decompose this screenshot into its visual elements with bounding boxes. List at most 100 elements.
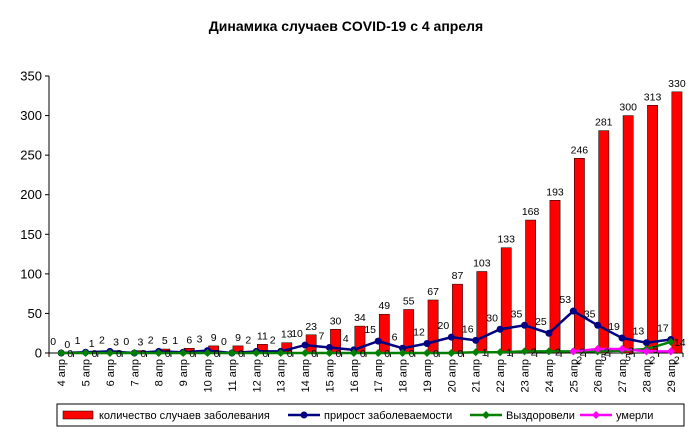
series-point bbox=[472, 336, 480, 344]
series-point bbox=[57, 349, 66, 357]
y-tick-label: 250 bbox=[20, 148, 42, 163]
bar-value-label: 13 bbox=[281, 329, 293, 341]
bar-value-label: 55 bbox=[403, 295, 415, 307]
point-value-label: 10 bbox=[291, 328, 303, 340]
legend-marker bbox=[482, 411, 490, 419]
point-value-label: 0 bbox=[384, 348, 390, 360]
bar bbox=[549, 200, 561, 354]
point-value-label: 0 bbox=[189, 348, 195, 360]
point-value-label: 2 bbox=[576, 354, 582, 366]
bar bbox=[647, 105, 658, 354]
point-value-label: 1 bbox=[172, 335, 178, 347]
series-point bbox=[594, 321, 602, 329]
point-value-label: 0 bbox=[50, 336, 56, 348]
point-value-label: 0 bbox=[92, 348, 98, 360]
point-value-label: 2 bbox=[604, 346, 610, 358]
bar-value-label: 23 bbox=[305, 321, 317, 333]
legend: количество случаев заболевания прирост за… bbox=[56, 403, 685, 427]
series-point bbox=[496, 348, 505, 357]
x-tick-label: 17 апр bbox=[373, 359, 385, 392]
bar-value-label: 5 bbox=[162, 335, 168, 347]
chart-title: Динамика случаев COVID-19 с 4 апреля bbox=[209, 18, 483, 34]
series-point bbox=[545, 329, 553, 337]
bar-value-label: 11 bbox=[257, 330, 268, 342]
bar bbox=[574, 158, 585, 354]
x-tick-label: 16 апр bbox=[349, 359, 361, 392]
point-value-label: 5 bbox=[601, 352, 607, 364]
series-point bbox=[471, 348, 480, 357]
series-point bbox=[521, 321, 528, 329]
series-point bbox=[666, 337, 675, 346]
series-point bbox=[423, 340, 431, 348]
bar-value-label: 9 bbox=[235, 332, 241, 344]
x-tick-label: 22 апр bbox=[495, 359, 507, 392]
y-tick-label: 0 bbox=[35, 346, 42, 361]
point-value-label: 6 bbox=[392, 331, 398, 343]
legend-swatch bbox=[62, 410, 94, 420]
series-point bbox=[105, 349, 114, 357]
point-value-label: 14 bbox=[674, 337, 686, 349]
series-line bbox=[61, 340, 672, 355]
series-point bbox=[179, 349, 188, 357]
x-tick-label: 7 апр bbox=[129, 359, 141, 386]
x-tick-label: 5 апр bbox=[81, 359, 93, 386]
point-value-label: 0 bbox=[336, 348, 342, 360]
bar-value-label: 133 bbox=[497, 234, 515, 246]
x-tick-label: 27 апр bbox=[617, 359, 629, 392]
point-value-label: 53 bbox=[559, 294, 571, 306]
point-value-label: 0 bbox=[140, 348, 146, 360]
bar-value-label: 1 bbox=[89, 338, 95, 350]
point-value-label: 0 bbox=[311, 348, 317, 360]
bar-value-label: 87 bbox=[452, 270, 464, 282]
x-tick-label: 25 апр bbox=[568, 359, 580, 392]
x-tick-label: 10 апр bbox=[203, 359, 215, 392]
point-value-label: 0 bbox=[287, 348, 293, 360]
bar bbox=[671, 91, 683, 354]
point-value-label: 1 bbox=[482, 347, 488, 359]
series-point bbox=[81, 349, 90, 357]
y-tick-label: 200 bbox=[20, 187, 42, 202]
series-point bbox=[642, 347, 651, 356]
x-axis: 4 апр 5 апр 6 апр 7 апр 8 апр 9 апр 10 апр 11 а… bbox=[48, 352, 684, 392]
point-value-label: 16 bbox=[462, 323, 474, 335]
point-value-label: 25 bbox=[535, 316, 547, 328]
point-value-label: 2 bbox=[674, 354, 680, 366]
point-value-label: 3 bbox=[197, 334, 203, 346]
series-point bbox=[399, 344, 407, 352]
bar bbox=[525, 219, 536, 354]
x-tick-label: 23 апр bbox=[520, 359, 532, 392]
bar-value-label: 49 bbox=[378, 300, 390, 312]
series-point bbox=[374, 349, 383, 357]
series-point bbox=[544, 347, 553, 356]
point-value-label: 15 bbox=[364, 324, 376, 336]
x-tick-label: 13 апр bbox=[276, 359, 288, 392]
bar-value-label: 313 bbox=[644, 91, 662, 103]
legend-label: прирост заболеваемости bbox=[324, 410, 452, 422]
series-point bbox=[203, 349, 212, 357]
series-point bbox=[325, 343, 333, 351]
point-value-label: 19 bbox=[608, 321, 620, 333]
bar-value-label: 103 bbox=[473, 257, 491, 269]
point-value-label: 12 bbox=[413, 327, 425, 339]
point-value-label: 0 bbox=[433, 348, 439, 360]
x-tick-label: 26 апр bbox=[593, 359, 605, 392]
series-point bbox=[447, 333, 455, 341]
x-tick-label: 20 апр bbox=[446, 359, 458, 392]
x-tick-label: 24 апр bbox=[544, 359, 556, 392]
bar-value-label: 3 bbox=[113, 337, 119, 349]
point-value-label: 4 bbox=[343, 333, 349, 345]
legend-marker bbox=[592, 411, 600, 419]
series-point bbox=[618, 334, 626, 342]
point-value-label: 0 bbox=[221, 336, 227, 348]
point-value-label: 7 bbox=[319, 330, 325, 342]
point-value-label: 0 bbox=[116, 348, 122, 360]
series-point bbox=[276, 349, 285, 357]
bar-value-label: 330 bbox=[668, 78, 686, 90]
series-point bbox=[593, 345, 602, 354]
x-tick-label: 8 апр bbox=[154, 359, 166, 386]
bar bbox=[598, 130, 610, 354]
point-value-label: 0 bbox=[360, 348, 366, 360]
point-value-label: 0 bbox=[262, 348, 268, 360]
point-value-label: 1 bbox=[75, 335, 81, 347]
